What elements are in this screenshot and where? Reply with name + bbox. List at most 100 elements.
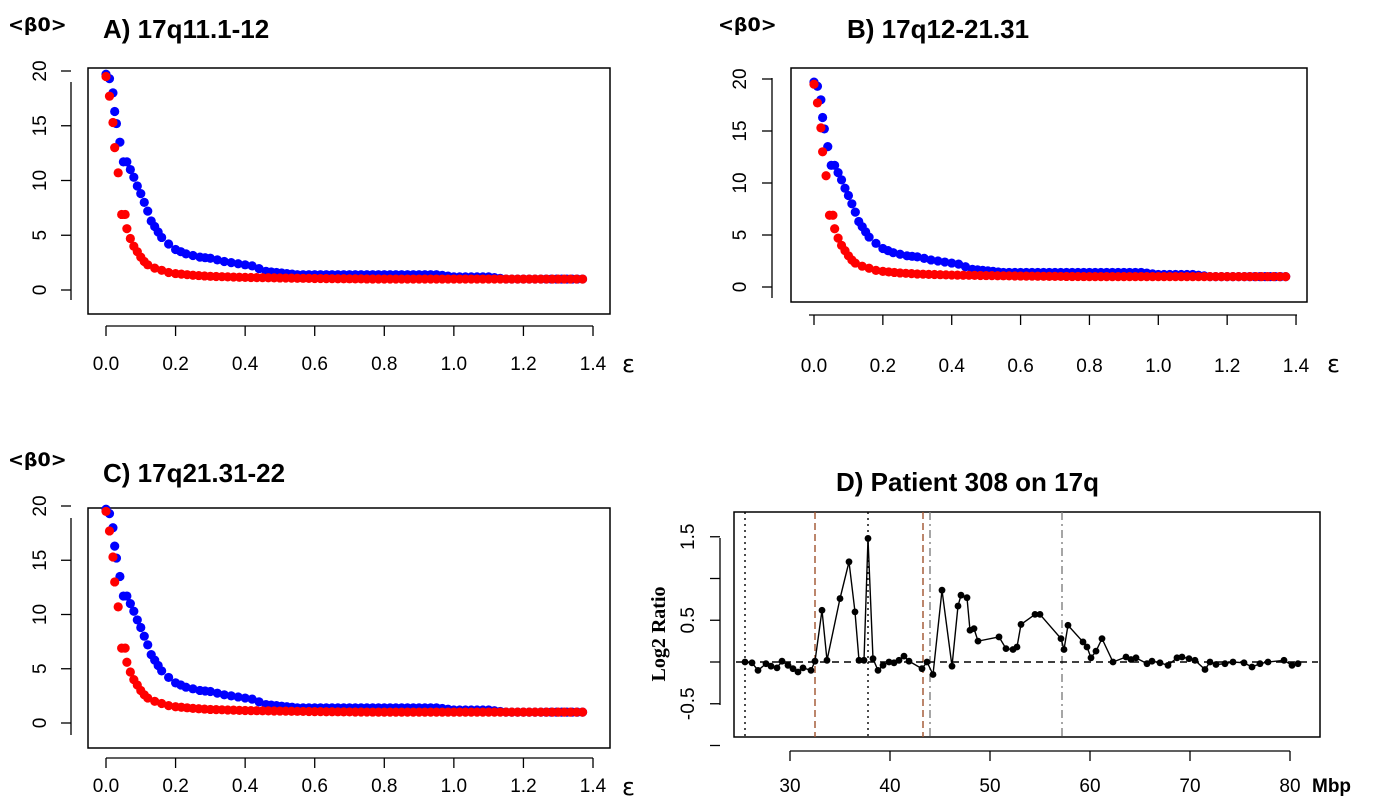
- panel-a-blue-point: [219, 256, 229, 267]
- panel-d-point: [1079, 638, 1087, 646]
- panel-a-red-point: [120, 209, 130, 220]
- panel-b-red-point: [812, 98, 823, 108]
- panel-d-x-tick-label: 50: [979, 776, 1000, 797]
- panel-c-y-tick-label: 0: [30, 718, 51, 729]
- panel-d: D) Patient 308 on 17q Log2 Ratio Mbp 30 4…: [648, 467, 1351, 797]
- panel-b-blue-point: [907, 251, 917, 261]
- panel-d-point: [778, 657, 786, 665]
- panel-b-y-symbol: <β0>: [718, 14, 777, 36]
- panel-d-point: [963, 594, 971, 602]
- panel-a-title: A) 17q11.1-12: [103, 14, 269, 44]
- panel-c-blue-point: [200, 686, 210, 696]
- panel-b-blue-point: [836, 175, 847, 185]
- panel-d-point: [1185, 655, 1193, 663]
- panel-b-red-point: [850, 258, 860, 268]
- panel-d-point: [905, 657, 913, 665]
- panel-c-blue-point: [188, 684, 198, 694]
- panel-b-x-tick-label: 1.2: [1214, 356, 1240, 377]
- panel-a-red-point: [113, 168, 123, 178]
- panel-c-y-tick-label: 5: [30, 663, 51, 674]
- panel-d-point: [1098, 635, 1106, 643]
- panel-a-blue-point: [122, 157, 132, 167]
- panel-b-blue-point: [830, 160, 840, 170]
- panel-a-x-tick-label: 0.0: [93, 354, 119, 375]
- panel-b-red-point: [975, 270, 986, 281]
- panel-a-blue-point: [226, 258, 236, 268]
- panel-c-blue-point: [143, 640, 153, 650]
- panel-b-x-tick-label: 0.6: [1007, 356, 1033, 377]
- panel-a-blue-point: [212, 255, 222, 265]
- panel-b-red-point: [1251, 272, 1261, 282]
- panel-a-blue-point: [132, 181, 142, 191]
- panel-a-blue-point: [254, 264, 264, 274]
- panel-c-red-point: [110, 577, 120, 587]
- panel-c-red-point: [122, 657, 132, 667]
- panel-c-blue-point: [219, 690, 229, 700]
- panel-b-x-tick-label: 0.0: [801, 356, 827, 377]
- panel-c-y-symbol: <β0>: [8, 449, 67, 471]
- panel-a-plot-frame: [87, 67, 611, 315]
- panel-d-point: [784, 661, 792, 669]
- panel-c-red-point: [199, 704, 210, 714]
- panel-a-blue-point: [240, 260, 250, 270]
- panel-a-blue-point: [176, 247, 186, 257]
- panel-c-x-tick-label: 0.2: [162, 776, 188, 797]
- panel-d-point: [1031, 611, 1039, 618]
- panel-d-point: [1206, 658, 1214, 666]
- panel-c: <β0> C) 17q21.31-22 0.0 0.2 0.4 0.6 0.8 1.0 1.…: [8, 449, 635, 801]
- panel-c-blue-point: [129, 606, 139, 616]
- panel-a-red-point: [478, 274, 488, 284]
- panel-c-blue-point: [157, 666, 167, 676]
- panel-c-blue-point: [122, 591, 132, 601]
- panel-d-point: [1264, 658, 1272, 666]
- panel-d-log2-series: [741, 535, 1302, 678]
- panel-c-red-point: [304, 706, 314, 717]
- panel-a-y-tick-label: 0: [30, 285, 51, 296]
- panel-d-point: [1036, 611, 1044, 618]
- panel-a-red-point: [157, 265, 167, 275]
- panel-d-point: [948, 662, 956, 670]
- panel-c-red-point: [443, 707, 453, 717]
- panel-a-red-point: [110, 143, 120, 153]
- panel-a-red-point: [101, 71, 111, 82]
- panel-c-red-point: [157, 698, 167, 709]
- panel-d-point: [1013, 643, 1021, 651]
- panel-c-x-tick-label: 1.2: [510, 776, 536, 797]
- panel-d-point: [1109, 658, 1117, 666]
- panel-a-blue-point: [125, 164, 135, 175]
- panel-b-blue-series: [809, 77, 1291, 282]
- panel-d-point: [799, 664, 807, 672]
- panel-c-red-point: [120, 643, 130, 653]
- panel-d-point: [1060, 646, 1068, 653]
- panel-a-x-tick-label: 0.6: [302, 354, 328, 375]
- panel-b-red-point: [1044, 271, 1054, 281]
- panel-d-point: [1294, 660, 1302, 668]
- panel-d-y-tick-label: 0.5: [678, 607, 699, 633]
- panel-a-red-point: [125, 233, 135, 244]
- panel-c-blue-point: [226, 691, 236, 701]
- panel-b-y-ticks: 0 5 10 15 20: [730, 68, 772, 292]
- panel-c-blue-point: [110, 541, 120, 551]
- panel-b-red-point: [816, 123, 826, 133]
- panel-c-blue-point: [164, 672, 174, 683]
- panel-a-red-point: [269, 273, 279, 283]
- panel-d-point: [1132, 654, 1140, 662]
- panel-a-red-point: [571, 274, 582, 284]
- panel-a-blue-point: [110, 106, 120, 117]
- panel-a-y-ticks: 0 5 10 15 20: [30, 60, 71, 295]
- panel-b-red-point: [871, 265, 881, 275]
- panel-b-blue-point: [940, 257, 950, 267]
- panel-d-point: [895, 656, 903, 664]
- panel-c-red-point: [113, 602, 123, 612]
- panel-a-blue-point: [188, 250, 198, 261]
- panel-d-point: [836, 595, 844, 602]
- panel-a-red-point: [108, 117, 118, 128]
- panel-c-red-point: [150, 696, 160, 706]
- panel-d-point: [1229, 658, 1237, 666]
- panel-b-blue-point: [895, 249, 905, 259]
- panel-b-blue-point: [871, 238, 881, 248]
- panel-b-red-point: [1010, 271, 1020, 281]
- panel-a-red-series: [101, 71, 588, 284]
- panel-d-point: [1173, 654, 1181, 662]
- panel-d-point: [1087, 654, 1095, 662]
